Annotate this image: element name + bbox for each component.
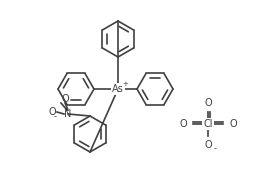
Text: O: O [48,107,56,117]
Text: O: O [204,98,212,108]
Text: O: O [179,119,187,129]
Text: O: O [204,140,212,150]
Text: +: + [122,81,128,87]
Text: As: As [112,84,124,94]
Text: -: - [214,144,216,154]
Text: Cl: Cl [203,119,213,129]
Text: -: - [53,112,57,122]
Text: O: O [61,94,69,104]
Text: N: N [64,109,72,119]
Text: O: O [229,119,237,129]
